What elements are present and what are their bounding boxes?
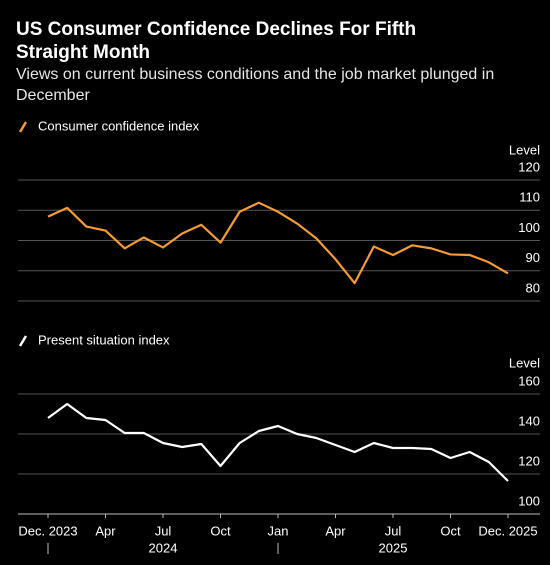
x-group-label: 2024 (149, 540, 178, 555)
y-axis-label: Level (509, 142, 540, 157)
y-tick-label: 160 (518, 373, 540, 388)
x-tick-label: Oct (210, 523, 231, 538)
series-line (47, 402, 509, 482)
x-group-label: 2025 (379, 540, 408, 555)
x-tick-label: Oct (440, 523, 461, 538)
series-line (47, 201, 509, 285)
y-axis-label: Level (509, 355, 540, 370)
y-tick-label: 90 (526, 250, 540, 265)
y-tick-label: 120 (518, 159, 540, 174)
y-tick-label: 120 (518, 453, 540, 468)
x-tick-label: Dec. 2025 (478, 523, 537, 538)
chart-subtitle: Views on current business conditions and… (16, 66, 494, 104)
legend-icon (18, 121, 28, 133)
y-tick-label: 80 (526, 280, 540, 295)
x-tick-label: Jan (268, 523, 289, 538)
x-tick-label: Dec. 2023 (18, 523, 77, 538)
legend-label: Present situation index (38, 332, 170, 347)
y-tick-label: 110 (519, 190, 540, 205)
x-tick-label: Apr (95, 523, 116, 538)
x-tick-label: Jul (385, 523, 402, 538)
y-tick-label: 100 (518, 220, 540, 235)
x-tick-label: Jul (155, 523, 172, 538)
x-tick-label: Apr (325, 523, 346, 538)
legend-label: Consumer confidence index (38, 118, 200, 133)
y-tick-label: 100 (518, 493, 540, 508)
legend-icon (18, 335, 28, 347)
chart-title: US Consumer Confidence Declines For Fift… (16, 19, 416, 63)
y-tick-label: 140 (518, 413, 540, 428)
